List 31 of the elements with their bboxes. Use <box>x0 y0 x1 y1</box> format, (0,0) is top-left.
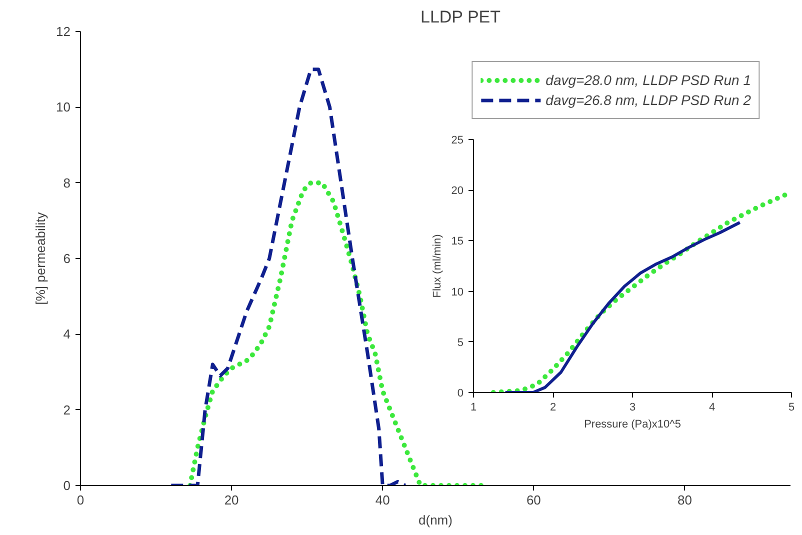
legend-label: davg=26.8 nm, LLDP PSD Run 2 <box>546 92 751 108</box>
x-tick-label: 2 <box>550 402 556 414</box>
x-axis-title: Pressure (Pa)x10^5 <box>584 418 681 430</box>
y-tick-label: 15 <box>451 236 464 248</box>
y-tick-label: 5 <box>457 336 464 349</box>
x-tick-label: 4 <box>708 402 716 414</box>
x-tick-label: 20 <box>224 492 239 508</box>
y-tick-label: 4 <box>63 326 71 342</box>
y-tick-label: 8 <box>63 175 71 190</box>
x-tick-label: 80 <box>678 492 692 508</box>
y-tick-label: 20 <box>451 185 464 198</box>
x-tick-label: 40 <box>375 492 390 508</box>
x-tick-label: 3 <box>629 402 636 414</box>
y-tick-label: 6 <box>63 251 71 266</box>
y-axis-title: Flux (ml/min) <box>431 234 444 298</box>
line-series <box>169 68 408 486</box>
y-tick-label: 10 <box>56 100 71 115</box>
y-tick-label: 0 <box>457 388 464 400</box>
y-tick-label: 25 <box>451 134 464 146</box>
y-tick-label: 12 <box>56 24 71 39</box>
x-axis-title: d(nm) <box>418 512 452 528</box>
y-tick-label: 0 <box>63 478 71 493</box>
y-axis-title: [%] permeability <box>33 212 48 305</box>
x-tick-label: 60 <box>526 492 541 508</box>
x-tick-label: 0 <box>76 492 84 508</box>
legend-label: davg=28.0 nm, LLDP PSD Run 1 <box>546 72 751 88</box>
chart-title: LLDP PET <box>420 8 501 26</box>
line-series <box>504 220 742 392</box>
y-tick-label: 10 <box>451 286 464 298</box>
x-tick-label: 1 <box>470 402 477 414</box>
x-tick-label: 5 <box>788 402 795 414</box>
